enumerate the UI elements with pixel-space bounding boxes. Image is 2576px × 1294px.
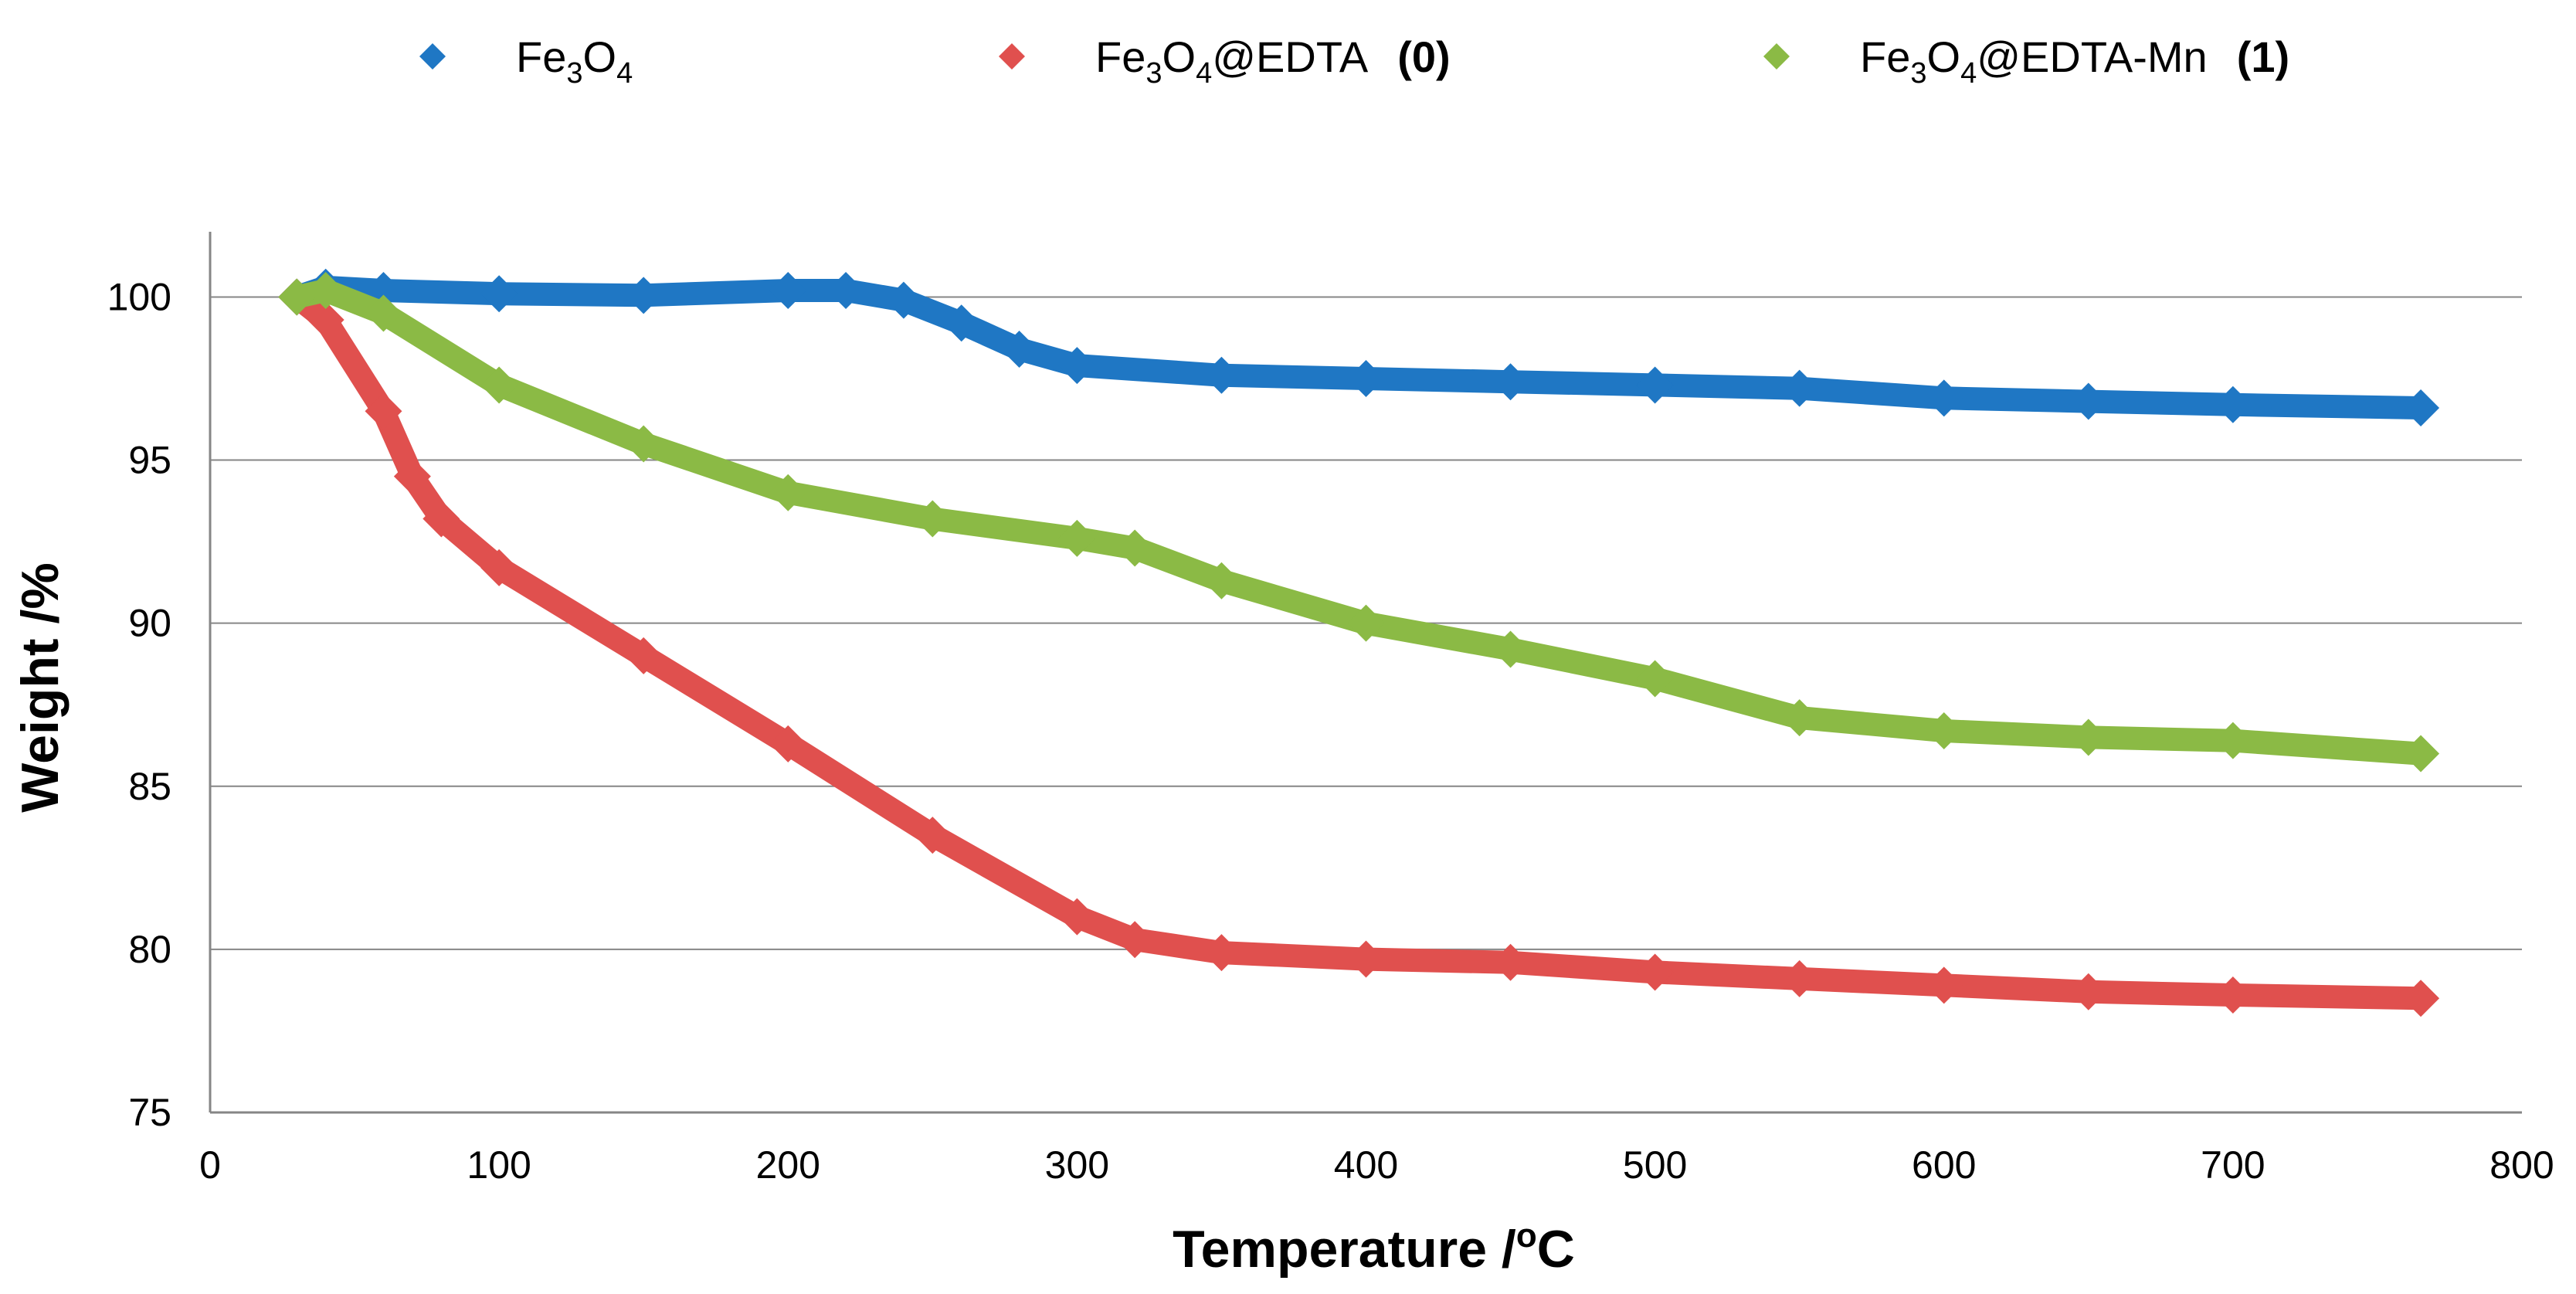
data-point bbox=[1000, 331, 1038, 368]
data-point bbox=[423, 500, 460, 538]
data-point bbox=[1780, 369, 1818, 407]
x-tick-label: 800 bbox=[2489, 1143, 2554, 1187]
data-point bbox=[2402, 735, 2440, 773]
data-point bbox=[2214, 976, 2252, 1014]
data-point bbox=[1203, 562, 1240, 599]
data-point bbox=[1780, 959, 1818, 997]
legend-item-1: Fe3O4 bbox=[419, 32, 633, 90]
x-tick-label: 100 bbox=[467, 1143, 531, 1187]
data-point bbox=[1636, 953, 1674, 991]
x-tick-label: 500 bbox=[1623, 1143, 1687, 1187]
y-tick-label: 90 bbox=[128, 602, 171, 645]
data-point bbox=[2069, 973, 2107, 1010]
data-point bbox=[1347, 940, 1385, 978]
data-point bbox=[914, 817, 952, 854]
data-point bbox=[1116, 529, 1154, 567]
data-point bbox=[884, 281, 922, 319]
series-line bbox=[285, 279, 2433, 766]
data-point bbox=[365, 294, 402, 332]
x-tick-label: 400 bbox=[1334, 1143, 1398, 1187]
plot-series bbox=[278, 268, 2440, 1017]
data-point bbox=[625, 637, 663, 674]
series-line bbox=[285, 275, 2433, 419]
legend-item-2: Fe3O4@EDTA (0) bbox=[999, 32, 1451, 90]
data-point bbox=[480, 366, 518, 404]
data-point bbox=[1058, 347, 1096, 385]
data-point bbox=[827, 272, 865, 309]
data-point bbox=[393, 457, 431, 495]
data-point bbox=[1203, 356, 1240, 394]
legend-item-3: Fe3O4@EDTA-Mn (1) bbox=[1763, 32, 2289, 90]
data-point bbox=[1636, 660, 1674, 698]
data-point bbox=[307, 272, 344, 309]
x-tick-label: 600 bbox=[1912, 1143, 1976, 1187]
data-point bbox=[1925, 712, 1963, 749]
data-point bbox=[769, 474, 807, 511]
data-point bbox=[2069, 382, 2107, 420]
x-tick-label: 200 bbox=[756, 1143, 820, 1187]
legend-label: Fe3O4@EDTA (0) bbox=[1095, 32, 1451, 90]
legend: Fe3O4 Fe3O4@EDTA (0) Fe3O4@EDTA-Mn (1) bbox=[419, 32, 2289, 90]
data-point bbox=[1925, 966, 1963, 1004]
y-tick-label: 95 bbox=[128, 439, 171, 482]
legend-marker bbox=[1763, 43, 1790, 70]
data-point bbox=[2214, 385, 2252, 423]
data-point bbox=[1203, 934, 1240, 972]
legend-label: Fe3O4 bbox=[516, 32, 633, 90]
data-point bbox=[1636, 366, 1674, 404]
data-point bbox=[307, 301, 344, 338]
data-point bbox=[2402, 389, 2440, 426]
y-tick-label: 100 bbox=[107, 275, 171, 318]
data-point bbox=[480, 275, 518, 313]
data-point bbox=[1058, 519, 1096, 557]
legend-label: Fe3O4@EDTA-Mn (1) bbox=[1860, 32, 2289, 90]
data-point bbox=[769, 272, 807, 309]
x-tick-label: 700 bbox=[2201, 1143, 2265, 1187]
data-point bbox=[278, 278, 316, 316]
x-axis-ticks: 0 100 200 300 400 500 600 700 800 bbox=[199, 1143, 2554, 1187]
data-point bbox=[1925, 379, 1963, 417]
data-point bbox=[942, 304, 980, 342]
y-tick-label: 85 bbox=[128, 765, 171, 808]
data-point bbox=[1116, 921, 1154, 959]
data-point bbox=[2214, 722, 2252, 759]
data-point bbox=[625, 425, 663, 463]
data-point bbox=[914, 500, 952, 538]
x-tick-label: 0 bbox=[199, 1143, 221, 1187]
data-point bbox=[2402, 980, 2440, 1017]
data-point bbox=[1058, 898, 1096, 936]
data-point bbox=[769, 725, 807, 762]
data-point bbox=[480, 549, 518, 586]
data-point bbox=[2069, 718, 2107, 756]
y-axis-ticks: 75 80 85 90 95 100 bbox=[107, 275, 171, 1134]
y-tick-label: 80 bbox=[128, 928, 171, 971]
series-1 bbox=[278, 268, 2440, 426]
data-point bbox=[1492, 630, 1529, 668]
series-3 bbox=[278, 272, 2440, 773]
x-axis-title: Temperature /oC bbox=[1173, 1217, 1575, 1279]
data-point bbox=[1492, 363, 1529, 401]
data-point bbox=[625, 277, 663, 314]
data-point bbox=[1492, 943, 1529, 981]
legend-marker bbox=[999, 43, 1025, 70]
legend-marker bbox=[419, 43, 446, 70]
data-point bbox=[1780, 699, 1818, 737]
data-point bbox=[365, 392, 402, 430]
data-point bbox=[1347, 360, 1385, 397]
y-axis-title: Weight /% bbox=[11, 562, 70, 813]
x-tick-label: 300 bbox=[1045, 1143, 1109, 1187]
data-point bbox=[1347, 604, 1385, 642]
y-tick-label: 75 bbox=[128, 1091, 171, 1134]
